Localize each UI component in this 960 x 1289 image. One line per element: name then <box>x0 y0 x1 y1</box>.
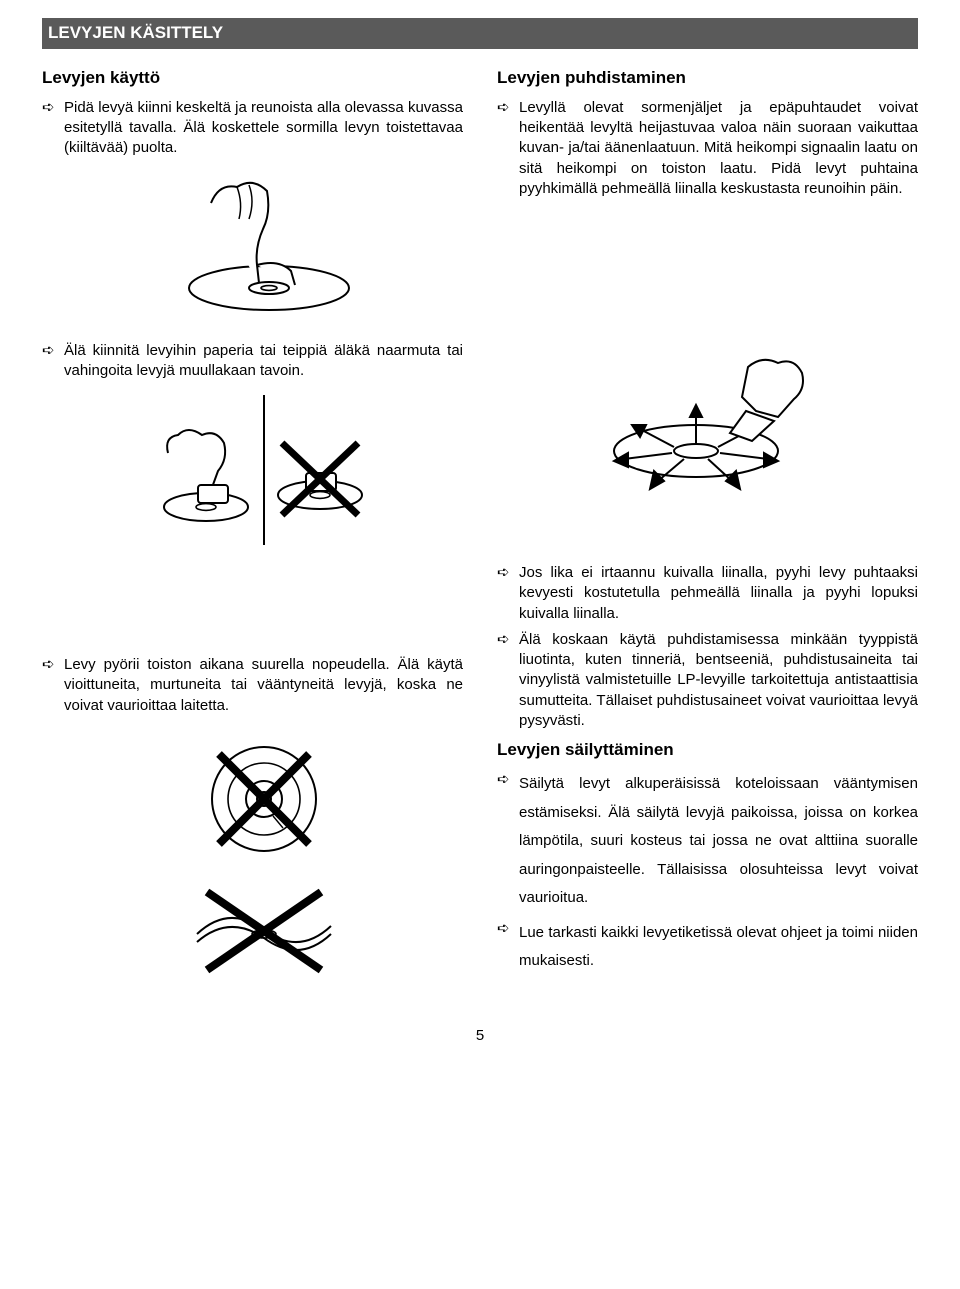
bullet-no-solvents: ➪ Älä koskaan käytä puhdistamisessa mink… <box>497 630 918 731</box>
bullet-damp-cloth: ➪ Jos lika ei irtaannu kuivalla liinalla… <box>497 563 918 624</box>
col-wipe-figure <box>497 341 918 554</box>
bullet-usage-1-text: Pidä levyä kiinni keskeltä ja reunoista … <box>64 98 463 159</box>
arrow-icon: ➪ <box>497 770 519 913</box>
section-usage-and-cleaning: Levyjen käyttö ➪ Pidä levyä kiinni keske… <box>42 67 918 331</box>
col-usage: Levyjen käyttö ➪ Pidä levyä kiinni keske… <box>42 67 463 331</box>
figure-warped-disc <box>42 874 463 984</box>
figure-wipe-outward <box>497 341 918 501</box>
bullet-usage-1: ➪ Pidä levyä kiinni keskeltä ja reunoist… <box>42 98 463 159</box>
bullet-no-tape-text: Älä kiinnitä levyihin paperia tai teippi… <box>64 341 463 382</box>
col-speed-warning: ➪ Levy pyörii toiston aikana suurella no… <box>42 563 463 992</box>
section-paperitape-and-wipe: ➪ Älä kiinnitä levyihin paperia tai teip… <box>42 341 918 554</box>
bullet-speed-text: Levy pyörii toiston aikana suurella nope… <box>64 655 463 716</box>
bullet-storage-2-text: Lue tarkasti kaikki levyetiketissä oleva… <box>519 919 918 976</box>
col-no-tape: ➪ Älä kiinnitä levyihin paperia tai teip… <box>42 341 463 554</box>
arrow-icon: ➪ <box>497 919 519 976</box>
bullet-storage-2: ➪ Lue tarkasti kaikki levyetiketissä ole… <box>497 919 918 976</box>
bullet-no-solvents-text: Älä koskaan käytä puhdistamisessa minkää… <box>519 630 918 731</box>
heading-usage: Levyjen käyttö <box>42 67 463 90</box>
arrow-icon: ➪ <box>497 98 519 199</box>
bullet-damp-cloth-text: Jos lika ei irtaannu kuivalla liinalla, … <box>519 563 918 624</box>
heading-cleaning: Levyjen puhdistaminen <box>497 67 918 90</box>
bullet-no-tape: ➪ Älä kiinnitä levyihin paperia tai teip… <box>42 341 463 382</box>
figure-cracked-disc <box>42 734 463 864</box>
bullet-cleaning-1-text: Levyllä olevat sormenjäljet ja epäpuhtau… <box>519 98 918 199</box>
bullet-storage-1: ➪ Säilytä levyt alkuperäisissä koteloiss… <box>497 770 918 913</box>
arrow-icon: ➪ <box>42 341 64 382</box>
arrow-icon: ➪ <box>42 98 64 159</box>
figure-no-tape <box>42 395 463 545</box>
bullet-storage-1-text: Säilytä levyt alkuperäisissä koteloissaa… <box>519 770 918 913</box>
figure-hold-disc <box>42 173 463 323</box>
arrow-icon: ➪ <box>497 563 519 624</box>
section-speed-and-storage: ➪ Levy pyörii toiston aikana suurella no… <box>42 563 918 992</box>
bullet-cleaning-1: ➪ Levyllä olevat sormenjäljet ja epäpuht… <box>497 98 918 199</box>
col-storage: ➪ Jos lika ei irtaannu kuivalla liinalla… <box>497 563 918 981</box>
page-number: 5 <box>42 1026 918 1046</box>
col-cleaning: Levyjen puhdistaminen ➪ Levyllä olevat s… <box>497 67 918 331</box>
bullet-speed: ➪ Levy pyörii toiston aikana suurella no… <box>42 655 463 716</box>
arrow-icon: ➪ <box>497 630 519 731</box>
heading-storage: Levyjen säilyttäminen <box>497 739 918 762</box>
page-header-title: LEVYJEN KÄSITTELY <box>48 23 223 42</box>
arrow-icon: ➪ <box>42 655 64 716</box>
page-header: LEVYJEN KÄSITTELY <box>42 18 918 49</box>
